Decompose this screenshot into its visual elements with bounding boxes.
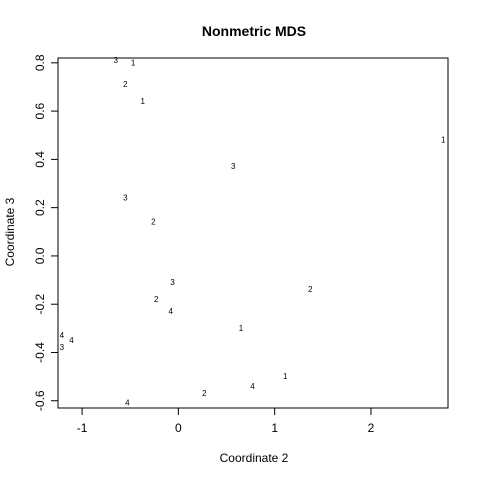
y-tick-label: 0.6 (33, 102, 47, 119)
point-label: 3 (114, 56, 119, 65)
y-tick-label: -0.4 (33, 342, 47, 363)
point-label: 2 (123, 80, 128, 89)
point-label: 3 (170, 278, 175, 287)
point-label: 2 (154, 295, 159, 304)
point-label: 3 (123, 194, 128, 203)
chart-title: Nonmetric MDS (202, 23, 306, 39)
point-label: 4 (250, 382, 255, 391)
point-label: 4 (69, 336, 74, 345)
y-tick-label: 0.2 (33, 199, 47, 216)
point-label: 3 (231, 162, 236, 171)
x-tick-label: -1 (77, 421, 88, 435)
y-axis: -0.6 -0.4 -0.2 0.0 0.2 0.4 0.6 0.8 (33, 54, 59, 411)
point-label: 2 (308, 285, 313, 294)
x-tick-label: 1 (271, 421, 278, 435)
point-label: 2 (202, 389, 207, 398)
point-label: 4 (125, 399, 130, 408)
y-tick-label: -0.2 (33, 294, 47, 315)
x-tick-label: 2 (368, 421, 375, 435)
point-label: 4 (168, 307, 173, 316)
y-tick-label: -0.6 (33, 390, 47, 411)
x-tick-label: 0 (175, 421, 182, 435)
x-axis-label: Coordinate 2 (220, 451, 289, 465)
point-label: 4 (60, 331, 65, 340)
y-axis-label: Coordinate 3 (3, 197, 17, 266)
point-label: 1 (441, 136, 446, 145)
y-tick-label: 0.8 (33, 54, 47, 71)
plot-frame (57, 57, 449, 409)
point-label: 3 (60, 343, 65, 352)
point-label: 2 (151, 218, 156, 227)
point-label: 1 (141, 97, 146, 106)
y-tick-label: 0.4 (33, 151, 47, 168)
point-label: 1 (239, 324, 244, 333)
point-label: 1 (131, 58, 136, 67)
point-label: 1 (283, 372, 288, 381)
x-axis: -1 0 1 2 (77, 407, 375, 435)
y-tick-label: 0.0 (33, 247, 47, 264)
